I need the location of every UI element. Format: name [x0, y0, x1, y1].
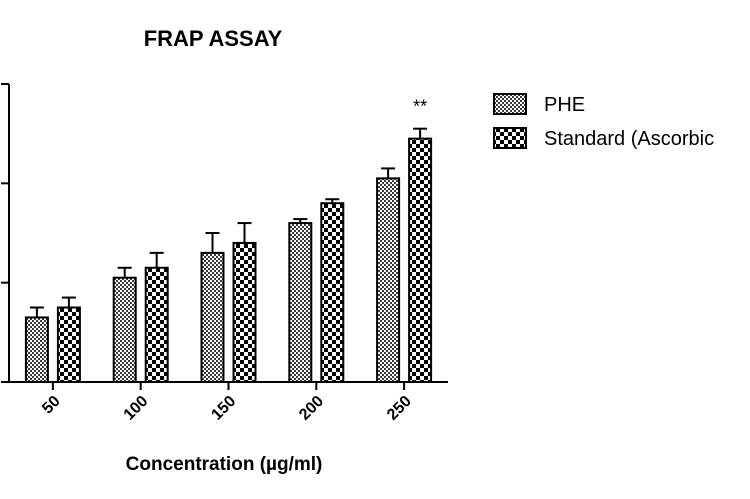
bar-standard — [56, 306, 81, 383]
legend: PHE Standard (Ascorbic — [493, 93, 714, 150]
x-tick-label: 150 — [208, 393, 239, 424]
chart-title: FRAP ASSAY — [144, 26, 283, 51]
bar-phe — [24, 316, 49, 383]
legend-label-standard: Standard (Ascorbic — [544, 128, 714, 150]
bar-standard — [144, 266, 169, 383]
legend-label-phe: PHE — [544, 94, 585, 116]
legend-swatch-standard — [493, 127, 527, 149]
bar-standard — [408, 137, 433, 383]
x-tick-label: 200 — [296, 393, 327, 424]
bar-standard — [232, 241, 257, 383]
x-tick-label: 100 — [121, 393, 152, 424]
x-tick-label: 250 — [384, 393, 415, 424]
significance-marker: ** — [413, 97, 427, 117]
x-tick-label: 50 — [39, 393, 64, 418]
bar-standard — [320, 202, 345, 383]
x-axis-label: Concentration (µg/ml) — [126, 454, 323, 475]
bar-phe — [376, 177, 401, 383]
plot-area: 50 100 150 200 250 ** — [1, 83, 448, 424]
bar-phe — [200, 251, 225, 383]
bar-phe — [112, 276, 137, 384]
legend-swatch-phe — [493, 93, 527, 115]
bar-phe — [288, 222, 313, 383]
